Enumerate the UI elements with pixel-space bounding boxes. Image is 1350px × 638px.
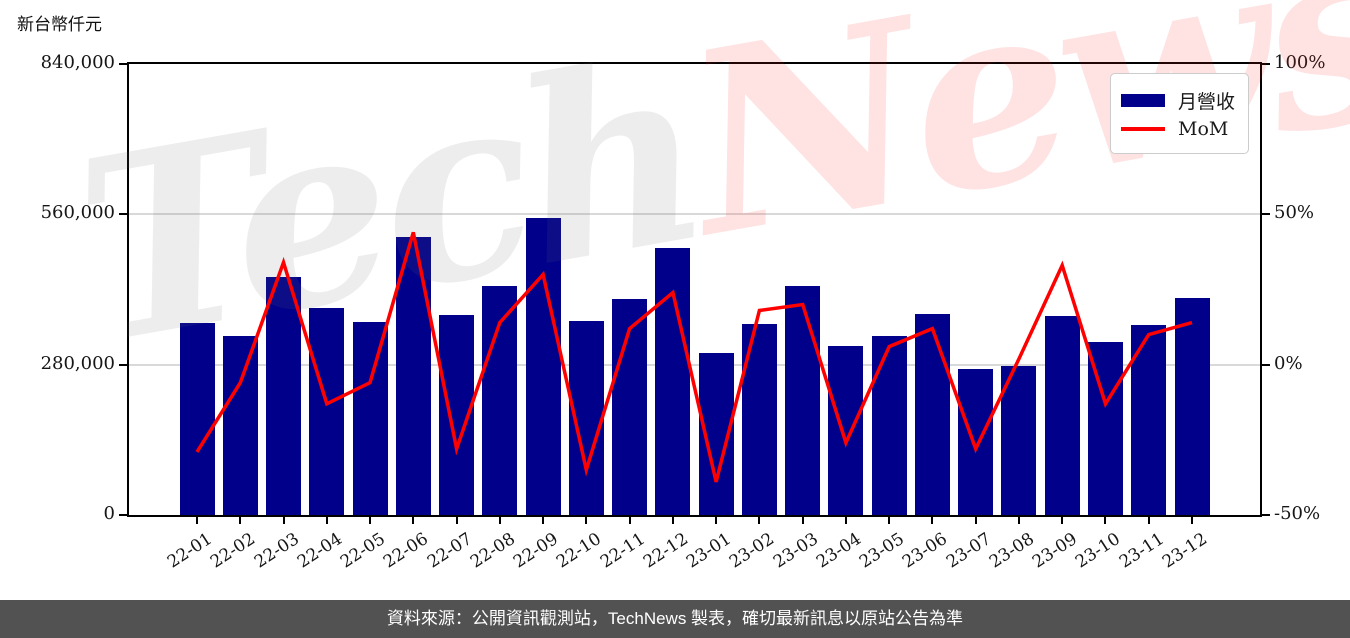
revenue-bar-22-01 bbox=[179, 323, 215, 515]
x-axis-tick-label-23-11: 23-11 bbox=[1115, 529, 1168, 573]
y-axis-tick-label: 0 bbox=[103, 503, 115, 524]
revenue-bar-22-02 bbox=[222, 336, 258, 515]
revenue-bar-22-05 bbox=[352, 321, 388, 515]
x-axis-tickmark bbox=[585, 517, 588, 524]
x-axis-tick-label-23-08: 23-08 bbox=[985, 529, 1038, 573]
x-axis-tickmark bbox=[1191, 517, 1193, 524]
x-axis-tickmark bbox=[931, 517, 934, 524]
x-axis-tick-label-23-01: 23-01 bbox=[683, 529, 736, 573]
secondary-y-axis-tickmark bbox=[1262, 213, 1270, 216]
footer-source-note: 資料來源：公開資訊觀測站，TechNews 製表，確切最新訊息以原站公告為準 bbox=[0, 600, 1350, 638]
secondary-y-axis-tick-label: 100% bbox=[1274, 52, 1326, 73]
x-axis-tickmark bbox=[715, 517, 718, 524]
revenue-bar-22-03 bbox=[266, 276, 302, 515]
secondary-y-axis-tickmark bbox=[1262, 63, 1270, 65]
legend-label-mom: MoM bbox=[1178, 118, 1229, 140]
secondary-y-axis-tick-label: 50% bbox=[1274, 202, 1315, 224]
revenue-bar-23-11 bbox=[1131, 324, 1167, 515]
secondary-y-axis-tickmark bbox=[1262, 363, 1270, 366]
x-axis-tickmark bbox=[412, 517, 415, 524]
revenue-bar-22-09 bbox=[525, 217, 561, 515]
legend-item-mom: MoM bbox=[1121, 118, 1238, 140]
y-axis-tick-label: 560,000 bbox=[40, 202, 115, 224]
revenue-bar-23-08 bbox=[1001, 366, 1037, 515]
secondary-y-axis-tick-label: -50% bbox=[1274, 503, 1321, 524]
x-axis-tick-label-23-02: 23-02 bbox=[726, 529, 779, 573]
x-axis-tickmark bbox=[1147, 517, 1150, 524]
secondary-y-axis-tick-label: 0% bbox=[1274, 352, 1303, 374]
secondary-y-axis-tickmark bbox=[1262, 514, 1270, 516]
revenue-bar-23-07 bbox=[958, 368, 994, 515]
x-axis-tickmark bbox=[498, 517, 501, 524]
x-axis-tick-label-23-06: 23-06 bbox=[899, 529, 952, 573]
x-axis-tickmark bbox=[196, 517, 198, 524]
x-axis-tickmark bbox=[1104, 517, 1107, 524]
y-axis-tickmark bbox=[119, 514, 127, 516]
y-axis-tickmark bbox=[119, 213, 127, 216]
x-axis-tickmark bbox=[974, 517, 977, 524]
x-axis-tick-label-22-11: 22-11 bbox=[596, 529, 649, 573]
gridline bbox=[129, 363, 1260, 366]
mom-line bbox=[195, 231, 1193, 483]
x-axis-tickmark bbox=[801, 517, 804, 524]
revenue-bar-23-03 bbox=[785, 286, 821, 515]
x-axis-tick-label-22-03: 22-03 bbox=[250, 529, 303, 573]
left-axis-unit-title: 新台幣仟元 bbox=[17, 15, 102, 35]
x-axis-tickmark bbox=[628, 517, 631, 524]
plot-area: 月營收 MoM bbox=[127, 62, 1262, 517]
revenue-bar-23-05 bbox=[871, 336, 907, 515]
y-axis-tickmark bbox=[119, 363, 127, 366]
x-axis-tick-label-22-08: 22-08 bbox=[466, 529, 519, 573]
x-axis-tickmark bbox=[455, 517, 458, 524]
x-axis-tick-label-23-10: 23-10 bbox=[1072, 529, 1125, 573]
x-axis-tickmark bbox=[325, 517, 328, 524]
y-axis-tick-label: 280,000 bbox=[40, 352, 115, 374]
x-axis-tick-label-22-02: 22-02 bbox=[207, 529, 260, 573]
revenue-bar-23-06 bbox=[914, 314, 950, 515]
legend: 月營收 MoM bbox=[1110, 73, 1249, 154]
x-axis-tickmark bbox=[758, 517, 761, 524]
revenue-bar-22-04 bbox=[309, 308, 345, 515]
x-axis-tickmark bbox=[844, 517, 847, 524]
x-axis-tick-label-23-07: 23-07 bbox=[942, 529, 995, 573]
x-axis-tickmark bbox=[1017, 517, 1020, 524]
x-axis-tick-label-23-04: 23-04 bbox=[812, 529, 865, 573]
mom-polyline bbox=[195, 231, 1193, 483]
x-axis-tickmark bbox=[888, 517, 891, 524]
y-axis-tick-label: 840,000 bbox=[40, 52, 115, 73]
x-axis-tick-label-22-01: 22-01 bbox=[163, 529, 216, 573]
x-axis-tick-label-23-05: 23-05 bbox=[856, 529, 909, 573]
x-axis-tickmark bbox=[1061, 517, 1064, 524]
x-axis-tick-label-22-06: 22-06 bbox=[380, 529, 433, 573]
y-axis-tickmark bbox=[119, 63, 127, 65]
x-axis-tickmark bbox=[542, 517, 545, 524]
x-axis-tick-label-23-03: 23-03 bbox=[769, 529, 822, 573]
x-axis-tick-label-22-07: 22-07 bbox=[423, 529, 476, 573]
x-axis-tickmark bbox=[671, 517, 674, 524]
revenue-bar-swatch bbox=[1121, 94, 1165, 107]
revenue-bar-22-11 bbox=[612, 298, 648, 515]
x-axis-tick-label-22-05: 22-05 bbox=[336, 529, 389, 573]
legend-item-revenue: 月營收 bbox=[1121, 87, 1238, 114]
gridline bbox=[129, 213, 1260, 216]
x-axis-tick-label-22-04: 22-04 bbox=[293, 529, 346, 573]
legend-label-revenue: 月營收 bbox=[1178, 91, 1236, 113]
x-axis-tick-label-22-09: 22-09 bbox=[509, 529, 562, 573]
x-axis-tick-label-22-12: 22-12 bbox=[639, 529, 692, 573]
mom-line-swatch bbox=[1121, 127, 1165, 131]
revenue-bar-23-12 bbox=[1174, 297, 1210, 515]
revenue-bar-23-09 bbox=[1044, 316, 1080, 515]
x-axis-tickmark bbox=[239, 517, 242, 524]
x-axis-tick-label-22-10: 22-10 bbox=[553, 529, 606, 573]
x-axis-tickmark bbox=[282, 517, 285, 524]
revenue-bar-23-04 bbox=[828, 345, 864, 515]
x-axis-tick-label-23-12: 23-12 bbox=[1158, 529, 1211, 573]
x-axis-tickmark bbox=[369, 517, 372, 524]
x-axis-tick-label-23-09: 23-09 bbox=[1029, 529, 1082, 573]
